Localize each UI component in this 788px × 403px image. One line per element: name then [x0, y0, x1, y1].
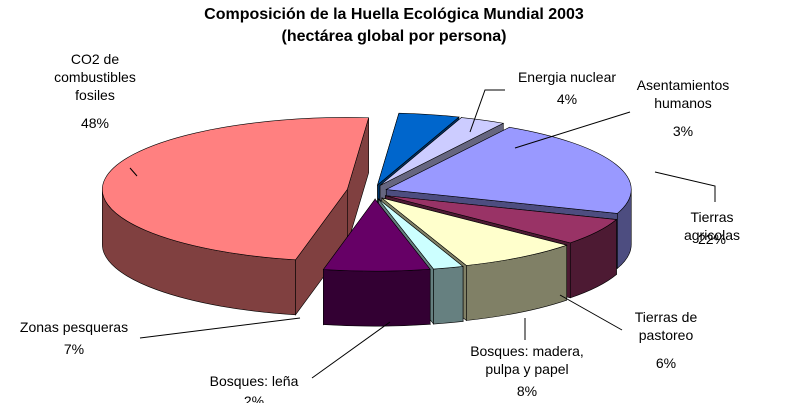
slice-value: 4% — [556, 91, 578, 107]
slice-value: 48% — [80, 115, 110, 131]
slice-value: 6% — [655, 355, 677, 371]
slice — [381, 197, 568, 266]
slice-value: 3% — [672, 123, 694, 139]
slice-label: Tierras agricolas — [683, 209, 741, 243]
slice-label: Tierras de pastoreo — [634, 309, 698, 343]
leader-line — [129, 167, 138, 177]
slice-label: Bosques: leña — [209, 373, 299, 389]
slice-value: 22% — [697, 231, 727, 247]
leader-line — [469, 89, 505, 133]
slice-value: 2% — [243, 393, 265, 403]
slice-label: Asentamientos humanos — [636, 77, 730, 111]
slice-label: Energia nuclear — [517, 69, 617, 85]
slice-label: Bosques: madera, pulpa y papel — [470, 343, 584, 377]
leader-line — [139, 317, 301, 339]
slice — [322, 198, 431, 272]
chart-title: Composición de la Huella Ecológica Mundi… — [204, 6, 584, 23]
slice — [385, 126, 632, 214]
slice-side — [433, 266, 464, 325]
leader-line — [654, 171, 716, 202]
leader-line — [559, 294, 623, 331]
slice-side — [323, 269, 431, 327]
slice-value: 8% — [516, 383, 538, 399]
slice — [376, 112, 460, 186]
slice-value: 7% — [63, 341, 85, 357]
leader-line — [514, 111, 631, 149]
slice — [379, 117, 505, 186]
chart-subtitle: (hectárea global por persona) — [281, 28, 507, 45]
slice-label: CO2 de combustibles fosiles — [54, 51, 136, 103]
slice — [378, 198, 464, 270]
leader-line — [311, 321, 391, 379]
slice — [385, 195, 618, 244]
slice-label: Zonas pesqueras — [19, 319, 129, 335]
slice — [102, 117, 370, 261]
